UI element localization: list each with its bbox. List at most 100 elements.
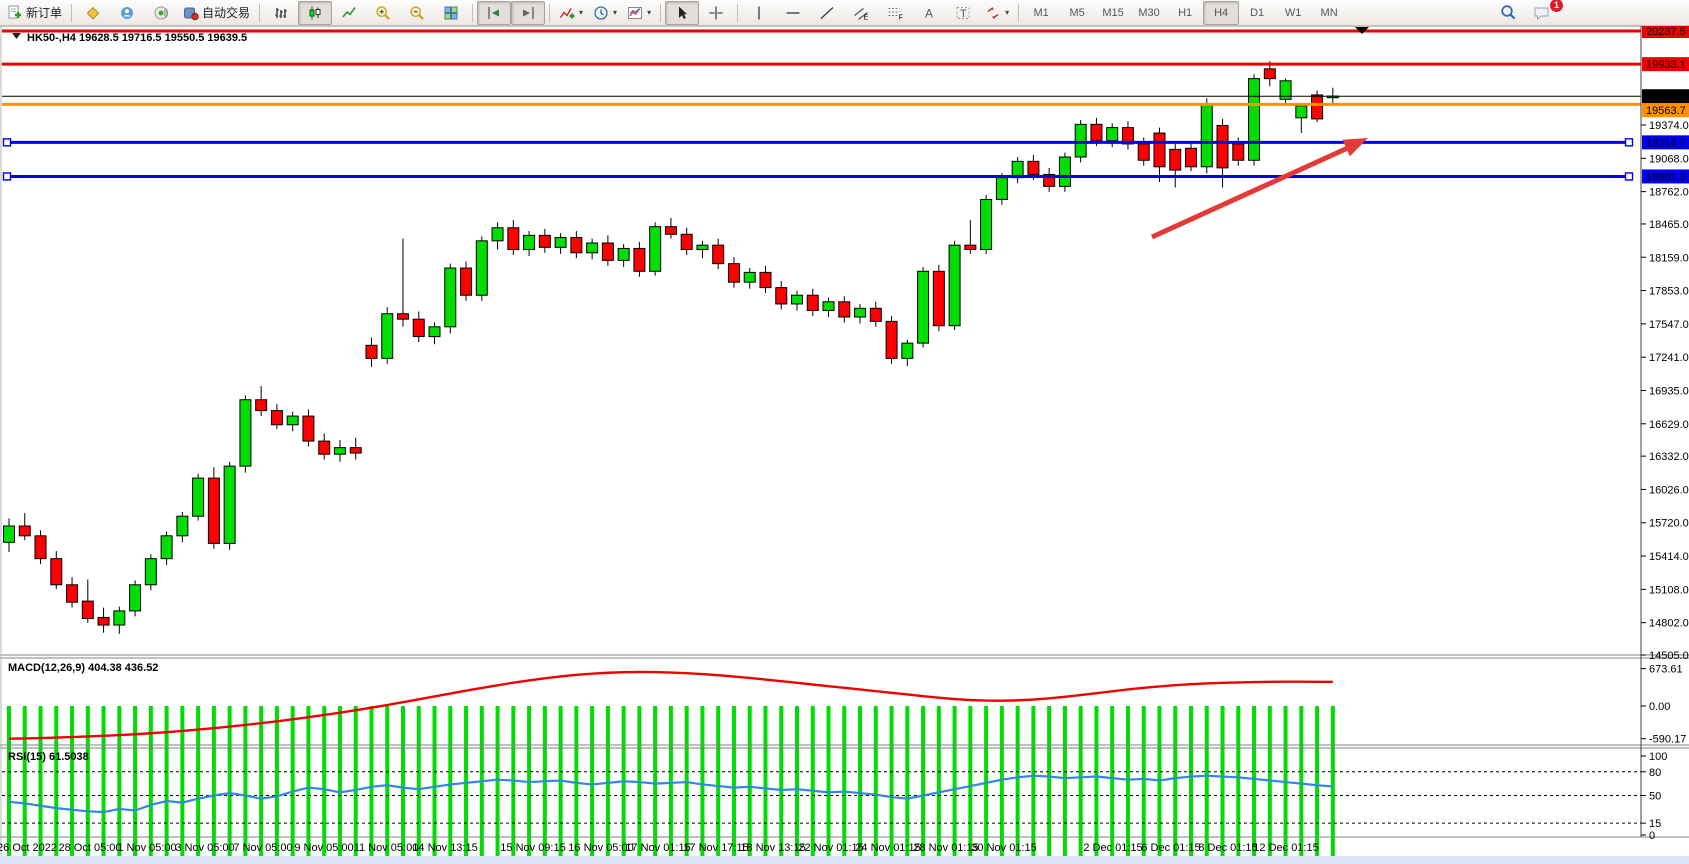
horizontal-line-button[interactable] xyxy=(776,1,810,25)
svg-text:673.61: 673.61 xyxy=(1649,664,1683,676)
zoom-in-button[interactable] xyxy=(366,1,400,25)
text-label-button[interactable]: T xyxy=(946,1,980,25)
svg-text:18901.3: 18901.3 xyxy=(1646,171,1686,183)
periods-button[interactable]: ▾ xyxy=(588,1,622,25)
horizontal-line-object[interactable] xyxy=(2,172,1634,181)
timeframe-h1-button[interactable]: H1 xyxy=(1178,6,1193,19)
svg-text:11 Nov 05:00: 11 Nov 05:00 xyxy=(354,842,419,854)
text-button[interactable]: A xyxy=(912,1,946,25)
chart-title: HK50-,H4 19628.5 19716.5 19550.5 19639.5 xyxy=(27,32,247,44)
signals-button[interactable] xyxy=(144,1,178,25)
metaeditor-icon xyxy=(86,6,100,20)
metaeditor-button[interactable] xyxy=(76,1,110,25)
chart-shift-icon xyxy=(523,6,534,19)
templates-icon xyxy=(628,6,643,19)
chart-menu-triangle-icon[interactable] xyxy=(12,33,21,39)
svg-text:15414.0: 15414.0 xyxy=(1649,551,1689,563)
svg-text:15720.0: 15720.0 xyxy=(1649,518,1689,530)
dropdown-caret: ▾ xyxy=(647,8,652,17)
svg-text:19638.5: 19638.5 xyxy=(1646,91,1686,103)
cursor-button[interactable] xyxy=(665,0,700,25)
arrows-icon xyxy=(987,6,999,19)
svg-text:-590.17: -590.17 xyxy=(1649,734,1686,746)
auto-trading-button[interactable]: 自动交易 xyxy=(178,1,255,25)
search-button[interactable] xyxy=(1491,1,1525,25)
svg-text:19374.0: 19374.0 xyxy=(1649,120,1689,132)
status-strip xyxy=(0,856,1689,864)
tile-windows-icon xyxy=(444,6,458,19)
horizontal-line-object[interactable] xyxy=(2,138,1634,147)
crosshair-icon xyxy=(709,6,723,19)
timeframe-m5-button[interactable]: M5 xyxy=(1069,6,1085,19)
svg-text:0.00: 0.00 xyxy=(1649,701,1670,713)
macd-indicator-label: MACD(12,26,9) 404.38 436.52 xyxy=(8,662,158,674)
trendline-button[interactable] xyxy=(810,1,844,25)
bar-chart-icon xyxy=(275,7,288,18)
svg-text:2 Dec 01:15: 2 Dec 01:15 xyxy=(1083,842,1142,854)
vertical-line-button[interactable] xyxy=(742,1,776,25)
toolbar-separator xyxy=(660,3,662,22)
fibonacci-button[interactable]: F xyxy=(878,1,912,25)
arrows-button[interactable]: ▾ xyxy=(980,1,1014,25)
svg-text:15 Nov 09:15: 15 Nov 09:15 xyxy=(500,842,565,854)
price-label: 20237.5 xyxy=(1642,24,1689,39)
new-order-label: 新订单 xyxy=(26,6,63,20)
main-toolbar: 新订单 自动交易 xyxy=(0,0,1689,26)
trend-arrow-object[interactable] xyxy=(1150,138,1368,240)
svg-text:16 Nov 05:00: 16 Nov 05:00 xyxy=(568,842,633,854)
timeframe-h4-button[interactable]: H4 xyxy=(1203,0,1240,25)
equidistant-channel-button[interactable]: E xyxy=(844,1,878,25)
svg-text:80: 80 xyxy=(1649,767,1661,779)
templates-button[interactable]: ▾ xyxy=(622,1,656,25)
new-order-button[interactable]: 新订单 xyxy=(2,1,67,25)
svg-text:14 Nov 13:15: 14 Nov 13:15 xyxy=(412,842,477,854)
notifications-button[interactable]: 1 xyxy=(1525,0,1564,25)
svg-text:A: A xyxy=(925,6,933,20)
zoom-out-button[interactable] xyxy=(400,1,434,25)
price-label: 19214.7 xyxy=(1642,135,1689,150)
crosshair-button[interactable] xyxy=(699,1,733,25)
tile-windows-button[interactable] xyxy=(434,1,468,25)
svg-text:19068.0: 19068.0 xyxy=(1649,153,1689,165)
auto-scroll-button[interactable] xyxy=(477,0,512,25)
search-icon xyxy=(1500,5,1515,20)
fibonacci-icon: F xyxy=(888,7,903,21)
dropdown-caret: ▾ xyxy=(613,8,618,17)
candlestick-chart-button[interactable] xyxy=(298,0,333,25)
svg-text:14505.0: 14505.0 xyxy=(1649,650,1689,662)
svg-text:14802.0: 14802.0 xyxy=(1649,618,1689,630)
horizontal-line-icon xyxy=(786,11,800,14)
timeframe-m15-button[interactable]: M15 xyxy=(1102,6,1124,19)
line-chart-icon xyxy=(342,6,356,17)
svg-text:12 Dec 01:15: 12 Dec 01:15 xyxy=(1253,842,1318,854)
svg-text:17547.0: 17547.0 xyxy=(1649,319,1689,331)
arrow-down-marker[interactable] xyxy=(1355,27,1369,34)
svg-text:19933.1: 19933.1 xyxy=(1646,59,1686,71)
community-button[interactable] xyxy=(110,1,144,25)
price-label: 18901.3 xyxy=(1642,169,1689,184)
signals-icon xyxy=(154,6,168,19)
svg-text:8 Dec 01:15: 8 Dec 01:15 xyxy=(1198,842,1257,854)
svg-text:17853.0: 17853.0 xyxy=(1649,286,1689,298)
line-chart-button[interactable] xyxy=(332,1,366,25)
svg-text:16332.0: 16332.0 xyxy=(1649,451,1689,463)
timeframe-d1-button[interactable]: D1 xyxy=(1250,6,1265,19)
price-label: 19563.7 xyxy=(1642,103,1689,118)
indicators-button[interactable]: ▾ xyxy=(554,1,588,25)
svg-text:17 Nov 17:15: 17 Nov 17:15 xyxy=(683,842,748,854)
chat-bubble-icon xyxy=(1534,7,1549,20)
generated-chart-content: 19374.0 19068.0 18762.0 18465.0 18159.0 17853… xyxy=(0,24,1689,864)
bar-chart-button[interactable] xyxy=(264,1,298,25)
timeframe-m1-button[interactable]: M1 xyxy=(1033,6,1049,19)
svg-text:19214.7: 19214.7 xyxy=(1646,137,1686,149)
timeframe-w1-button[interactable]: W1 xyxy=(1284,6,1302,19)
timeframe-mn-button[interactable]: MN xyxy=(1320,6,1338,19)
svg-text:28 Nov 01:15: 28 Nov 01:15 xyxy=(913,842,978,854)
timeframe-m30-button[interactable]: M30 xyxy=(1138,6,1160,19)
toolbar-separator xyxy=(259,3,261,22)
trendline-icon xyxy=(820,6,834,19)
text-label-icon: T xyxy=(956,6,970,20)
price-label: 19933.1 xyxy=(1642,57,1689,72)
chart-shift-button[interactable] xyxy=(511,0,546,25)
